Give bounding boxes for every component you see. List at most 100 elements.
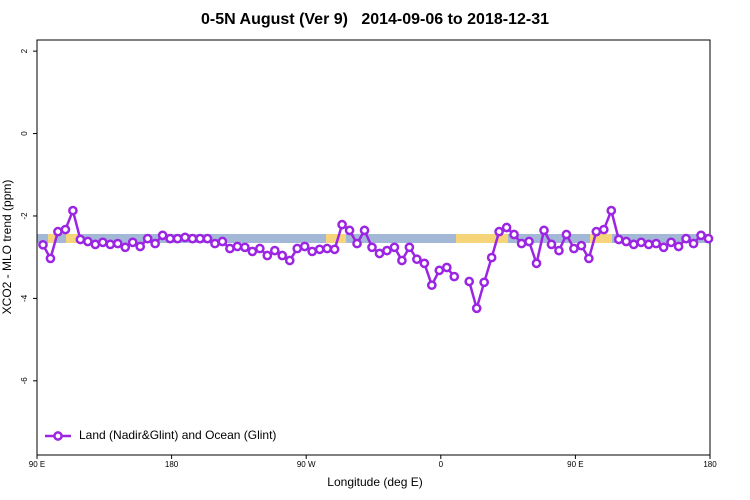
x-axis-label: Longitude (deg E) (327, 475, 422, 489)
point (486, 252, 497, 263)
land-band (48, 234, 56, 243)
point (53, 226, 63, 237)
point (703, 233, 714, 244)
point (367, 242, 377, 253)
point (195, 233, 205, 244)
series-line (41, 209, 710, 310)
point (666, 237, 676, 248)
point (217, 236, 228, 247)
point (636, 237, 647, 248)
point (68, 205, 78, 216)
point (112, 238, 123, 249)
point (464, 276, 475, 287)
land-band (590, 234, 612, 243)
point (479, 277, 490, 288)
point (180, 232, 190, 243)
point (38, 239, 48, 250)
point (598, 224, 609, 235)
y-tick-label: 2 (20, 48, 29, 53)
point (172, 233, 183, 244)
point (606, 205, 617, 216)
point (284, 255, 295, 266)
land-band (326, 234, 346, 243)
point (307, 246, 318, 257)
point (329, 244, 340, 255)
point (591, 226, 602, 237)
point (322, 243, 332, 254)
point (202, 233, 213, 244)
y-axis-label: XCO2 - MLO trend (ppm) (0, 180, 14, 315)
point (696, 230, 706, 241)
legend-label: Land (Nadir&Glint) and Ocean (Glint) (79, 428, 276, 442)
point (277, 250, 288, 261)
point (187, 233, 198, 244)
point (120, 242, 131, 253)
point (82, 236, 93, 247)
y-tick-label: -6 (20, 377, 29, 385)
point (359, 225, 370, 236)
point (389, 242, 400, 253)
point (426, 280, 437, 291)
point (299, 241, 310, 252)
point (404, 242, 415, 253)
point (613, 234, 624, 245)
surface-band (37, 234, 710, 243)
y-tick-label: -2 (20, 212, 29, 220)
chart-title: 0-5N August (Ver 9) 2014-09-06 to 2018-1… (201, 11, 549, 28)
point (419, 258, 430, 269)
point (157, 230, 168, 241)
point (210, 238, 220, 249)
point (412, 254, 422, 265)
point (494, 226, 504, 237)
x-tick-label: 90 W (297, 460, 316, 469)
point (658, 242, 669, 253)
point (150, 238, 160, 249)
x-tick-label: 180 (165, 460, 179, 469)
point (105, 239, 116, 250)
point (531, 258, 542, 269)
plot-frame (36, 39, 711, 456)
point (97, 237, 108, 248)
point (471, 303, 482, 314)
point (90, 239, 101, 250)
x-tick-label: 0 (439, 460, 444, 469)
point (643, 239, 654, 250)
point (45, 253, 56, 264)
land-band (66, 234, 80, 243)
point (554, 245, 564, 256)
point (142, 233, 153, 244)
point (584, 253, 594, 264)
point (688, 238, 699, 249)
point (651, 238, 662, 249)
point (501, 222, 512, 233)
point (441, 262, 452, 273)
point (539, 225, 549, 236)
point (314, 244, 325, 255)
point (382, 245, 392, 256)
point (546, 239, 557, 250)
point (516, 238, 527, 249)
point (254, 243, 265, 254)
point (127, 237, 138, 248)
point (165, 233, 175, 244)
legend-marker (53, 431, 63, 441)
point (269, 245, 280, 256)
point (240, 242, 250, 253)
point (673, 241, 684, 252)
x-tick-label: 90 E (567, 460, 583, 469)
y-tick-label: 0 (20, 131, 29, 136)
point (434, 265, 445, 276)
point (262, 250, 273, 261)
point (352, 238, 362, 249)
point (681, 233, 691, 244)
point (374, 248, 385, 259)
y-tick-label: -4 (20, 294, 29, 302)
point (628, 239, 639, 250)
point (397, 255, 407, 266)
point (75, 234, 86, 245)
point (509, 229, 519, 240)
land-band (456, 234, 508, 243)
point (225, 243, 235, 254)
ocean-band (37, 234, 710, 243)
